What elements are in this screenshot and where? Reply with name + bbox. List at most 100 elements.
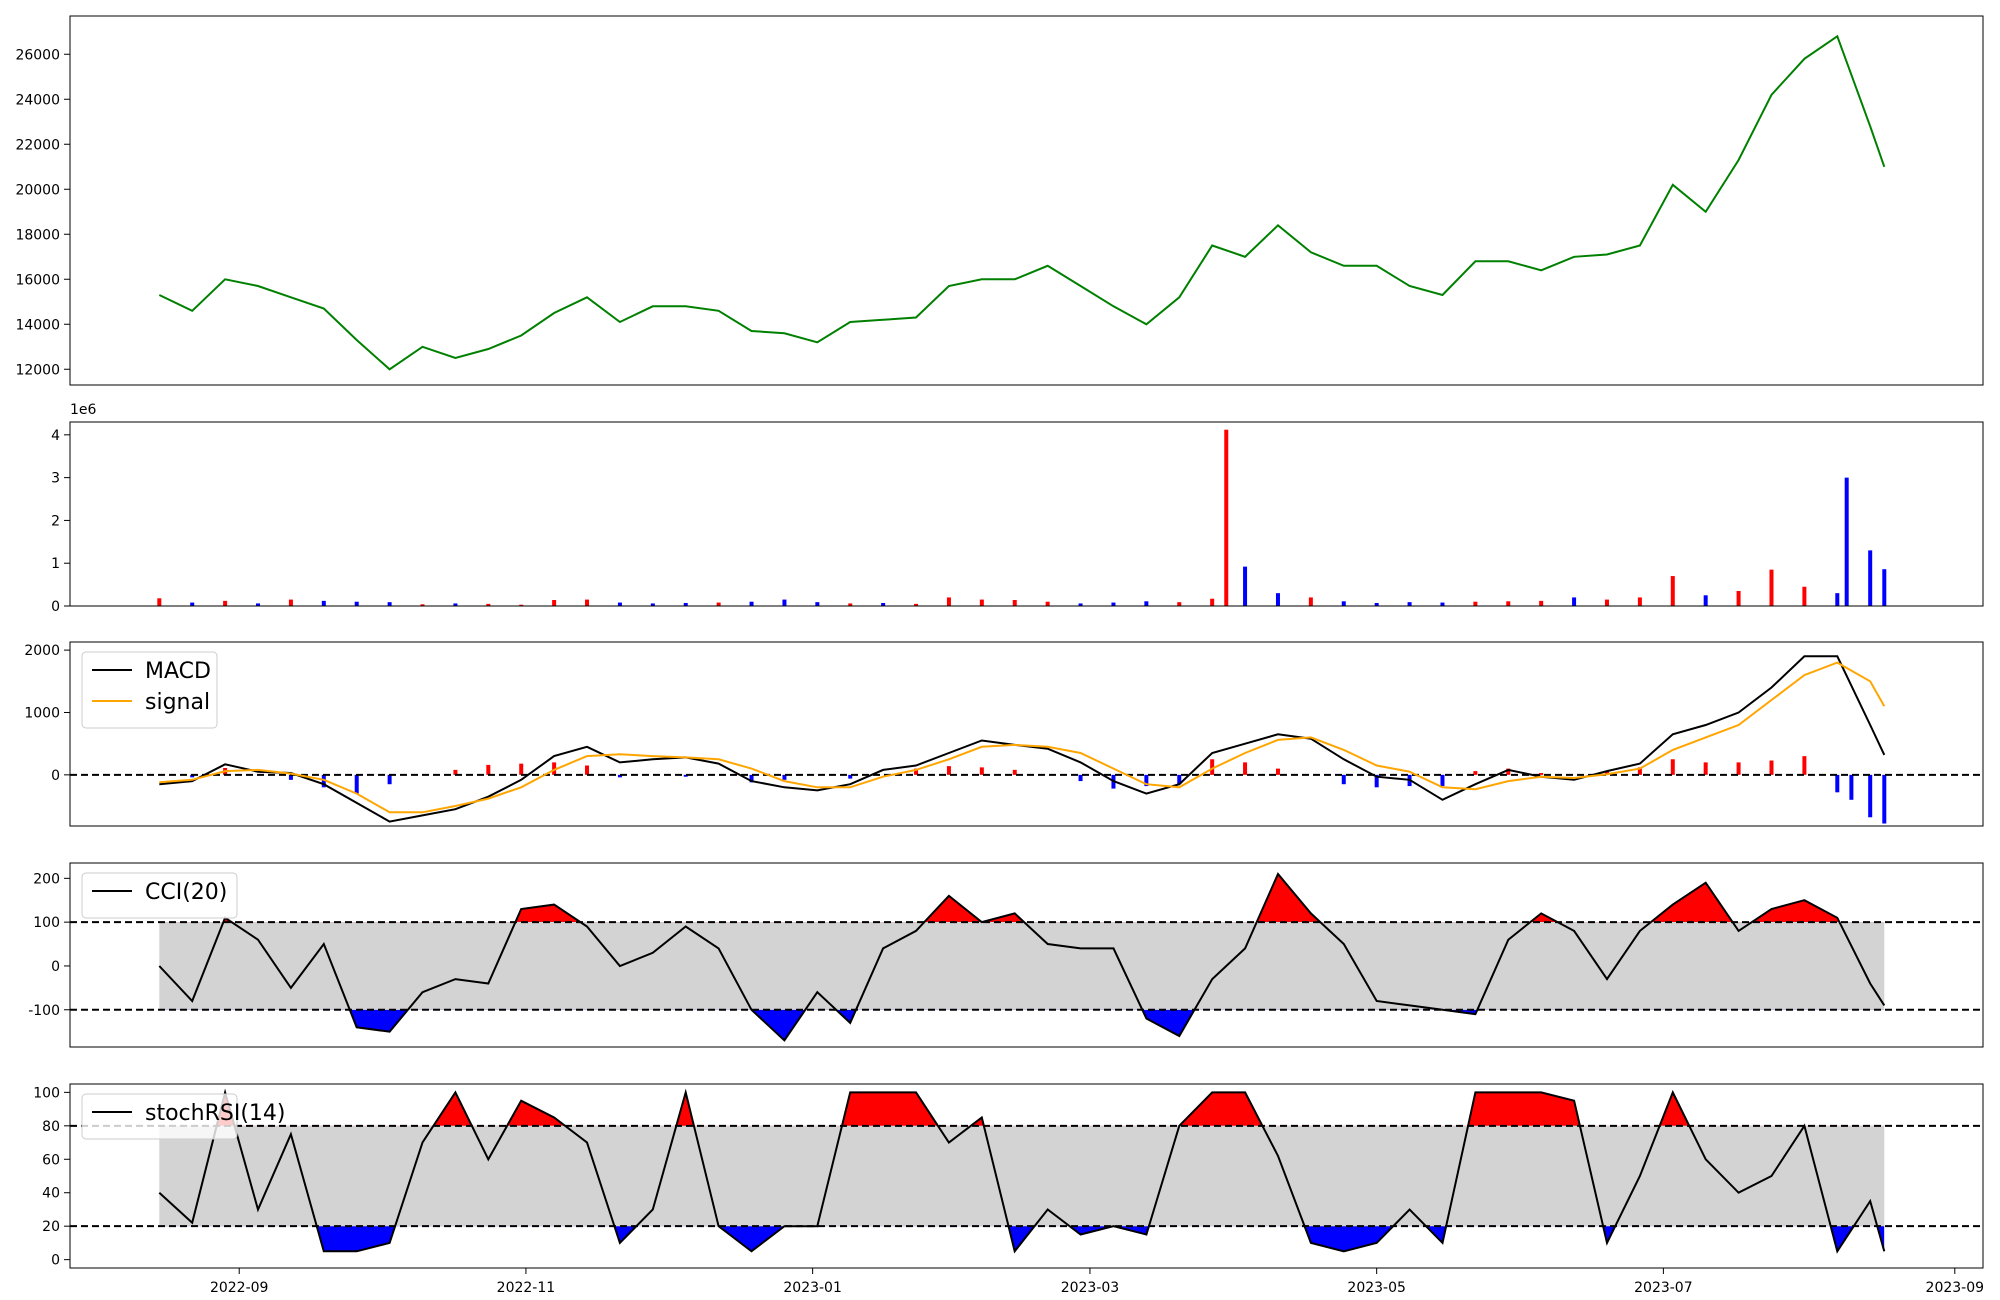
x-tick-label: 2023-03 — [1061, 1280, 1120, 1296]
macd-histogram-bar — [552, 762, 557, 775]
y-tick-label: 1000 — [24, 705, 60, 721]
volume-bar — [1736, 591, 1741, 606]
y-tick-label: 3 — [51, 471, 60, 487]
macd-histogram-bar — [1868, 774, 1873, 818]
price-line — [158, 34, 1886, 371]
volume-bar — [552, 600, 557, 606]
macd-histogram-bar — [1539, 772, 1544, 775]
volume-bar — [1802, 586, 1807, 606]
y-tick-label: 14000 — [15, 317, 60, 333]
macd-histogram-bar — [1506, 768, 1511, 775]
y-tick-label: 2 — [51, 513, 60, 529]
y-tick-label: 200 — [33, 871, 60, 887]
macd-panel: MACD signal 0 1000 2000 — [24, 641, 1984, 827]
volume-bar — [420, 604, 425, 606]
macd-histogram-bar — [1604, 771, 1609, 775]
macd-histogram-bar — [1769, 760, 1774, 775]
macd-histogram-bar — [1243, 762, 1248, 775]
volume-bar — [782, 599, 787, 606]
macd-histogram-bar — [190, 774, 195, 778]
volume-bar — [1572, 597, 1577, 606]
macd-line — [159, 655, 1886, 823]
volume-bar — [946, 597, 951, 606]
macd-histogram-bar — [1849, 774, 1854, 800]
macd-histogram-bar — [486, 764, 491, 775]
volume-bar — [1210, 598, 1215, 606]
macd-histogram-bar — [1882, 774, 1887, 824]
volume-bar — [1111, 602, 1116, 606]
volume-bar — [1012, 600, 1017, 606]
x-tick-label: 2022-09 — [210, 1280, 269, 1296]
axes-frame — [69, 15, 1984, 386]
macd-histogram-bar — [288, 774, 293, 780]
neutral-band — [159, 922, 1885, 1010]
y-tick-label: 40 — [42, 1186, 60, 1202]
volume-bar — [519, 604, 524, 606]
legend-label: CCI(20) — [145, 880, 227, 905]
neutral-band — [159, 1125, 1885, 1227]
macd-histogram-bar — [782, 774, 787, 780]
y-tick-label: 2000 — [24, 643, 60, 659]
volume-bar — [1045, 601, 1050, 606]
volume-bar — [815, 602, 820, 606]
stochrsi-panel: stochRSI(14) 0 20 40 60 80 100 2022-09 2022-11 20… — [33, 1083, 1984, 1296]
price-panel: 12000 14000 16000 18000 20000 22000 24000 26000 — [15, 15, 1984, 386]
volume-bar — [288, 599, 293, 606]
volume-bar — [1703, 595, 1708, 606]
volume-bar — [1769, 569, 1774, 606]
y-tick-label: 4 — [51, 428, 60, 444]
y-tick-label: 20000 — [15, 182, 60, 198]
volume-panel: 1e6 0 1 2 3 4 — [51, 402, 1984, 615]
legend-box — [81, 872, 238, 919]
volume-bar — [354, 601, 359, 606]
volume-bar — [585, 599, 590, 606]
y-tick-label: 12000 — [15, 362, 60, 378]
y-tick-label: 0 — [51, 1253, 60, 1269]
volume-bar — [881, 603, 886, 606]
volume-bar — [1473, 601, 1478, 606]
macd-histogram-bar — [1440, 774, 1445, 787]
y-tick-label: 20 — [42, 1219, 60, 1235]
volume-bar — [1670, 576, 1675, 606]
volume-bar — [1275, 593, 1280, 606]
volume-bar — [1224, 429, 1229, 606]
macd-histogram-bar — [1637, 767, 1642, 775]
legend-label: stochRSI(14) — [145, 1101, 286, 1126]
volume-bar — [1882, 569, 1887, 606]
y-tick-label: 80 — [42, 1119, 60, 1135]
volume-bar — [1078, 603, 1083, 606]
y-tick-label: 0 — [51, 768, 60, 784]
macd-histogram-bar — [1177, 774, 1182, 785]
macd-histogram-bar — [1835, 774, 1840, 793]
volume-bar — [617, 602, 622, 606]
volume-bar — [1407, 602, 1412, 606]
y-tick-label: 16000 — [15, 272, 60, 288]
volume-bar — [1844, 477, 1849, 606]
axes-frame — [69, 421, 1984, 607]
indicator-line — [158, 1088, 1886, 1254]
volume-bar — [256, 603, 261, 606]
macd-histogram-bar — [519, 763, 524, 775]
macd-histogram-bar — [848, 774, 853, 779]
macd-histogram-bar — [1802, 756, 1807, 775]
volume-bar — [387, 602, 392, 606]
volume-bar — [223, 600, 228, 606]
macd-histogram-bar — [321, 774, 326, 788]
macd-histogram-bar — [914, 768, 919, 775]
macd-histogram-bar — [1341, 774, 1346, 785]
macd-histogram-bar — [387, 774, 392, 785]
volume-bar — [1835, 593, 1840, 606]
volume-scale-label: 1e6 — [70, 402, 97, 418]
macd-histogram-bar — [1473, 771, 1478, 775]
macd-histogram-bar — [979, 767, 984, 775]
y-tick-label: 26000 — [15, 47, 60, 63]
volume-bar — [190, 602, 195, 606]
x-tick-label: 2023-05 — [1347, 1280, 1406, 1296]
y-tick-label: 1 — [51, 556, 60, 572]
legend-label: MACD — [145, 659, 211, 684]
volume-bar — [1177, 602, 1182, 606]
macd-histogram-bar — [1078, 774, 1083, 782]
macd-histogram-bar — [1670, 759, 1675, 775]
volume-bar — [453, 603, 458, 606]
